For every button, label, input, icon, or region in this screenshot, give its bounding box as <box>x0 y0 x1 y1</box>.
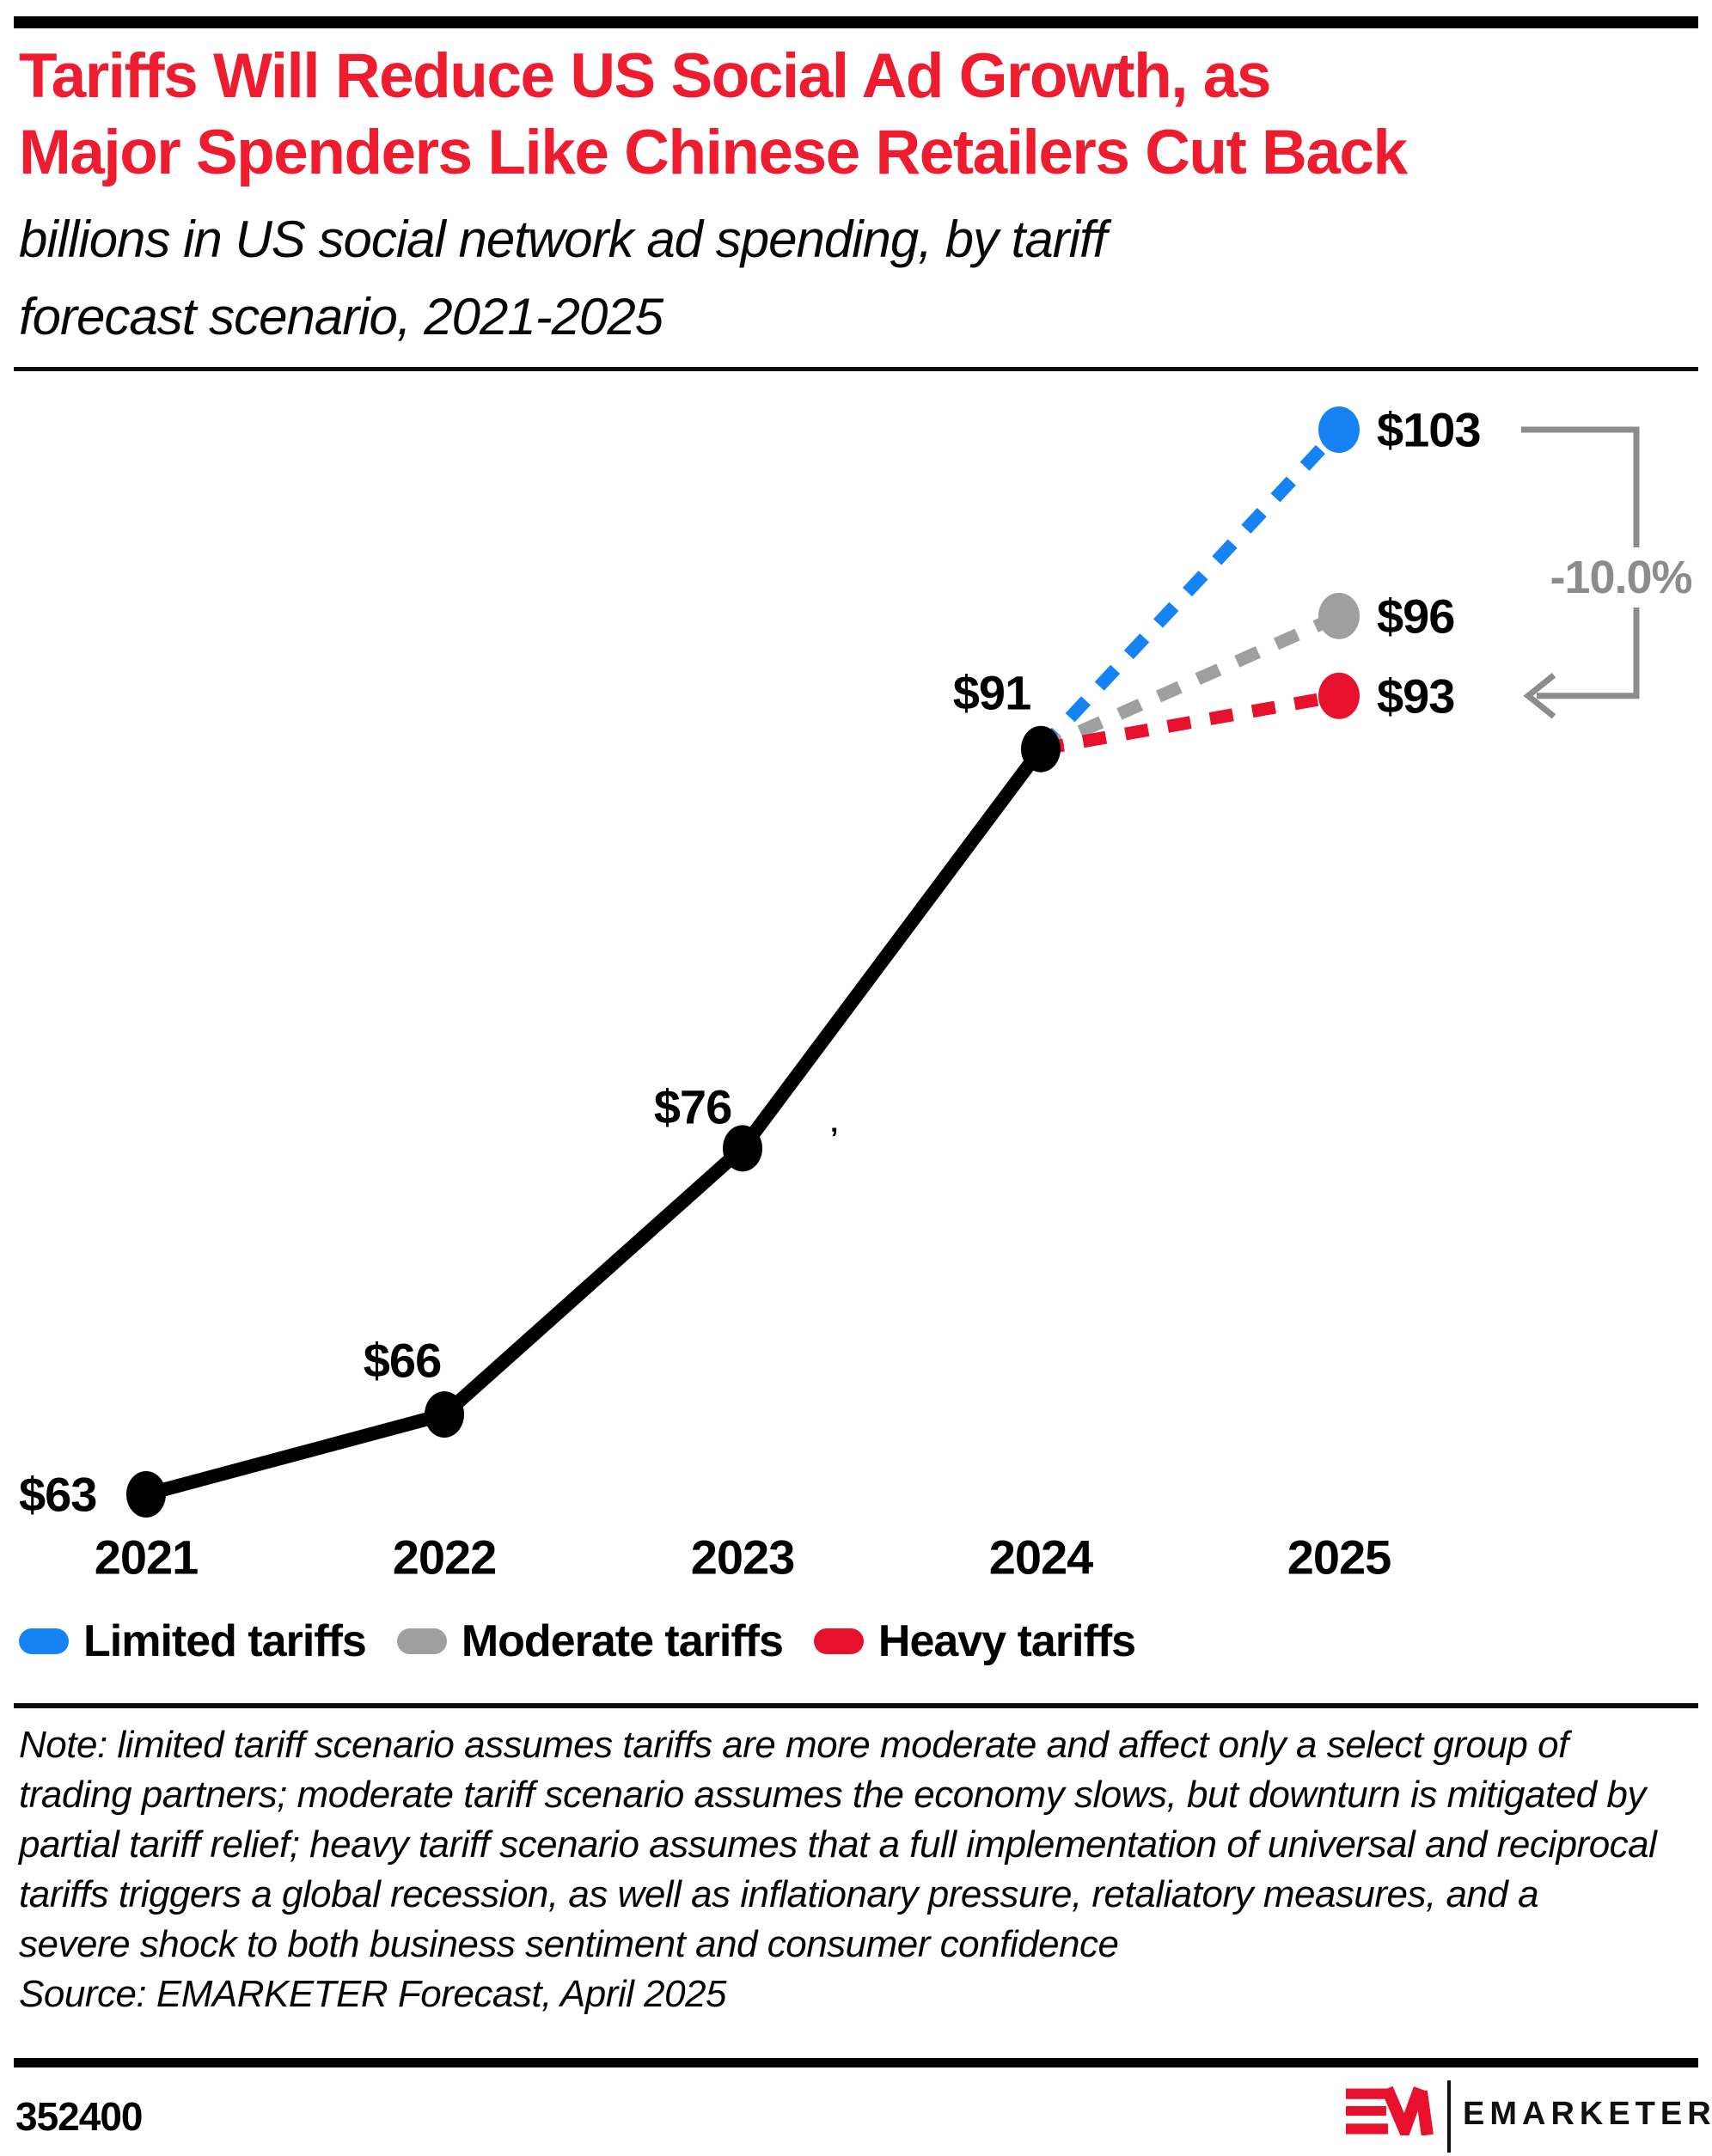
value-label-2025-heavy: $93 <box>1377 669 1455 724</box>
percent-difference-annotation: -10.0% <box>1541 547 1701 608</box>
value-label-2023: $76 <box>653 1079 732 1134</box>
value-label-2022: $66 <box>363 1333 442 1388</box>
emarketer-logo: EMARKETER <box>1346 2080 1711 2154</box>
note-divider <box>14 1703 1698 1708</box>
x-axis-label-2025: 2025 <box>1287 1530 1392 1585</box>
source-text: Source: EMARKETER Forecast, April 2025 <box>19 1973 727 2015</box>
emarketer-wordmark: EMARKETER <box>1463 2096 1712 2132</box>
logo-divider <box>1447 2080 1451 2153</box>
title-line-1: Tariffs Will Reduce US Social Ad Growth,… <box>19 41 1271 111</box>
x-axis-label-2023: 2023 <box>690 1530 796 1585</box>
x-axis-label-2021: 2021 <box>94 1530 199 1585</box>
header-divider <box>14 367 1698 371</box>
value-label-2024: $91 <box>952 665 1031 720</box>
stray-artifact-mark: ’ <box>830 1122 839 1155</box>
value-label-2025-moderate: $96 <box>1377 589 1455 644</box>
note-text: Note: limited tariff scenario assumes ta… <box>19 1724 1657 1965</box>
chart-title: Tariffs Will Reduce US Social Ad Growth,… <box>19 38 1695 191</box>
bottom-accent-bar <box>14 2058 1698 2067</box>
subtitle-line-2: forecast scenario, 2021-2025 <box>19 288 663 345</box>
legend-item-moderate-tariffs: Moderate tariffs <box>396 1615 784 1667</box>
chart-subtitle: billions in US social network ad spendin… <box>19 201 1695 356</box>
title-line-2: Major Spenders Like Chinese Retailers Cu… <box>19 118 1408 187</box>
subtitle-line-1: billions in US social network ad spendin… <box>19 211 1107 268</box>
top-accent-bar <box>14 16 1698 28</box>
chart-id-number: 352400 <box>15 2094 143 2139</box>
legend-swatch-blue-icon <box>19 1628 69 1654</box>
legend-label: Heavy tariffs <box>877 1616 1136 1666</box>
x-axis-label-2022: 2022 <box>392 1530 498 1585</box>
value-label-2021: $63 <box>19 1467 97 1522</box>
footnote-block: Note: limited tariff scenario assumes ta… <box>19 1720 1657 2019</box>
value-label-2025-limited: $103 <box>1377 402 1482 457</box>
legend-item-limited-tariffs: Limited tariffs <box>19 1615 367 1667</box>
legend-item-heavy-tariffs: Heavy tariffs <box>813 1615 1136 1667</box>
legend-label: Moderate tariffs <box>461 1616 784 1666</box>
x-axis-label-2024: 2024 <box>988 1530 1094 1585</box>
emarketer-em-mark-icon <box>1346 2086 1434 2135</box>
legend-swatch-red-icon <box>813 1628 864 1654</box>
legend-swatch-gray-icon <box>396 1628 447 1654</box>
legend-label: Limited tariffs <box>83 1616 367 1666</box>
chart-legend: Limited tariffs Moderate tariffs Heavy t… <box>19 1615 1136 1667</box>
